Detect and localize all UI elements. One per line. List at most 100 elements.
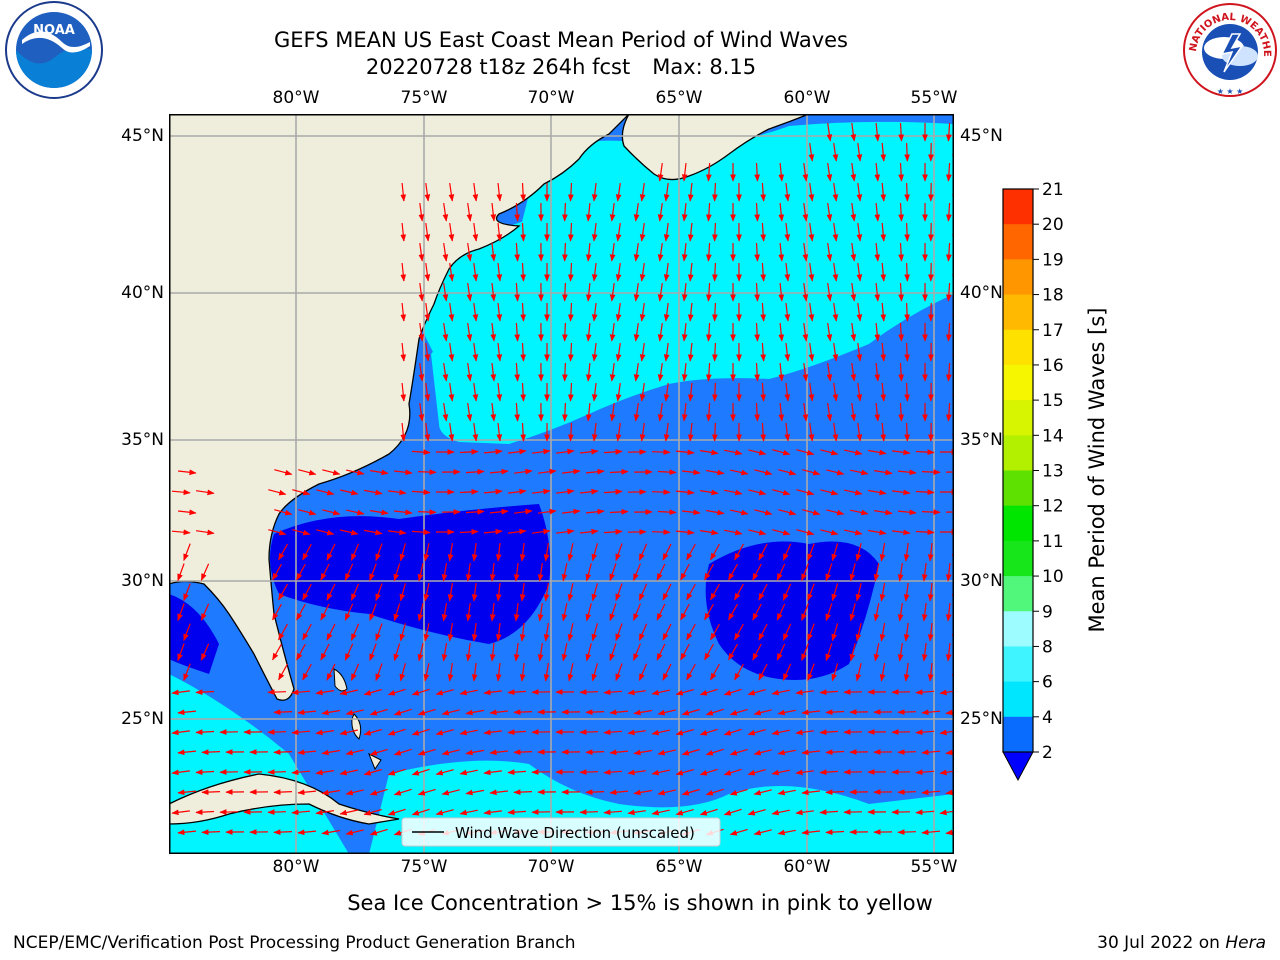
wind-wave-arrow (945, 829, 954, 836)
wind-wave-arrow (291, 689, 311, 696)
wind-wave-arrow (514, 508, 533, 515)
wind-wave-arrow (728, 603, 738, 621)
wind-wave-arrow (490, 283, 497, 302)
wind-wave-arrow (472, 423, 479, 442)
wind-wave-arrow (826, 163, 833, 182)
wind-wave-arrow (826, 203, 833, 222)
wind-wave-arrow (591, 423, 598, 442)
wind-wave-arrow (712, 182, 718, 202)
wind-wave-arrow (776, 563, 786, 581)
wind-wave-arrow (424, 343, 431, 362)
wind-wave-arrow (418, 243, 425, 262)
wind-wave-arrow (519, 663, 526, 682)
wind-wave-arrow (459, 448, 479, 455)
wind-wave-arrow (945, 122, 952, 142)
wind-wave-arrow (825, 563, 833, 582)
wind-wave-arrow (729, 828, 748, 836)
wind-wave-arrow (903, 583, 910, 602)
wind-wave-arrow (418, 363, 425, 382)
wind-wave-arrow (369, 828, 388, 836)
wind-wave-arrow (442, 283, 449, 302)
wind-wave-arrow (633, 323, 640, 342)
wind-wave-arrow (633, 789, 652, 796)
wind-wave-arrow (915, 769, 935, 776)
wind-wave-arrow (393, 603, 401, 622)
wind-wave-arrow (856, 223, 863, 242)
wind-wave-arrow (513, 643, 520, 662)
wind-wave-arrow (418, 283, 425, 302)
wind-wave-arrow (639, 343, 646, 362)
wind-wave-arrow (183, 663, 191, 682)
wind-wave-arrow (778, 242, 785, 262)
wind-wave-arrow (747, 689, 766, 696)
wind-wave-arrow (448, 263, 455, 282)
wind-wave-arrow (543, 583, 550, 602)
wind-wave-arrow (723, 808, 742, 816)
wind-wave-arrow (417, 563, 424, 582)
wind-wave-arrow (489, 709, 508, 716)
wind-wave-arrow (904, 262, 910, 282)
wind-wave-arrow (915, 489, 935, 496)
wind-wave-arrow (880, 302, 887, 322)
wind-wave-arrow (784, 223, 791, 242)
wind-wave-arrow (825, 643, 833, 662)
wind-wave-arrow (183, 623, 191, 642)
lon-label-top: 55°W (910, 88, 958, 108)
wind-wave-arrow (855, 583, 862, 602)
wind-wave-arrow (705, 362, 712, 382)
wind-wave-arrow (302, 623, 312, 641)
colorbar-tick-label: 6 (1042, 673, 1053, 693)
wind-wave-arrow (892, 489, 911, 496)
wind-wave-arrow (825, 603, 833, 622)
wind-wave-arrow (344, 643, 354, 661)
wind-wave-arrow (339, 689, 358, 696)
wind-wave-arrow (520, 422, 527, 442)
wind-wave-arrow (730, 509, 749, 516)
wind-wave-arrow (897, 643, 904, 662)
wind-wave-arrow (345, 829, 364, 836)
wind-wave-arrow (520, 262, 527, 282)
wind-wave-arrow (784, 263, 791, 282)
wind-wave-arrow (778, 469, 797, 476)
wind-wave-arrow (532, 448, 551, 455)
wind-wave-arrow (656, 643, 666, 661)
credit-line: NCEP/EMC/Verification Post Processing Pr… (13, 933, 576, 953)
wind-wave-arrow (400, 262, 407, 282)
wind-wave-arrow (490, 323, 497, 342)
wind-wave-arrow (489, 789, 508, 796)
wind-wave-arrow (772, 489, 791, 496)
wind-wave-arrow (447, 663, 454, 682)
wind-wave-arrow (585, 603, 592, 622)
wind-wave-arrow (754, 509, 773, 516)
wind-wave-arrow (849, 603, 856, 622)
wind-wave-arrow (880, 342, 887, 362)
wind-wave-arrow (585, 789, 605, 795)
max-value: Max: 8.15 (652, 55, 757, 79)
wind-wave-arrow (904, 182, 910, 202)
wind-wave-arrow (681, 283, 688, 302)
wind-wave-arrow (675, 449, 695, 456)
wind-wave-arrow (579, 689, 599, 695)
wind-wave-arrow (435, 769, 454, 776)
colorbar-tick-label: 13 (1042, 462, 1064, 482)
wind-wave-arrow (945, 789, 954, 796)
wind-wave-arrow (657, 323, 664, 342)
wind-wave-arrow (651, 729, 670, 736)
wind-wave-arrow (394, 469, 413, 476)
wind-wave-arrow (471, 623, 478, 642)
wind-wave-arrow (826, 323, 833, 342)
colorbar-band (1003, 364, 1033, 401)
wind-wave-arrow (850, 283, 857, 302)
wind-wave-arrow (710, 623, 720, 641)
wind-wave-arrow (556, 448, 575, 455)
wind-wave-arrow (580, 528, 599, 535)
wind-wave-arrow (562, 402, 568, 422)
wind-wave-arrow (472, 263, 479, 282)
wind-wave-arrow (801, 749, 820, 756)
wind-wave-arrow (609, 243, 616, 262)
wind-wave-arrow (657, 789, 676, 796)
wind-wave-arrow (507, 769, 527, 776)
wind-wave-arrow (880, 222, 887, 242)
wind-wave-arrow (710, 543, 720, 561)
machine-name: Hera (1225, 933, 1266, 953)
